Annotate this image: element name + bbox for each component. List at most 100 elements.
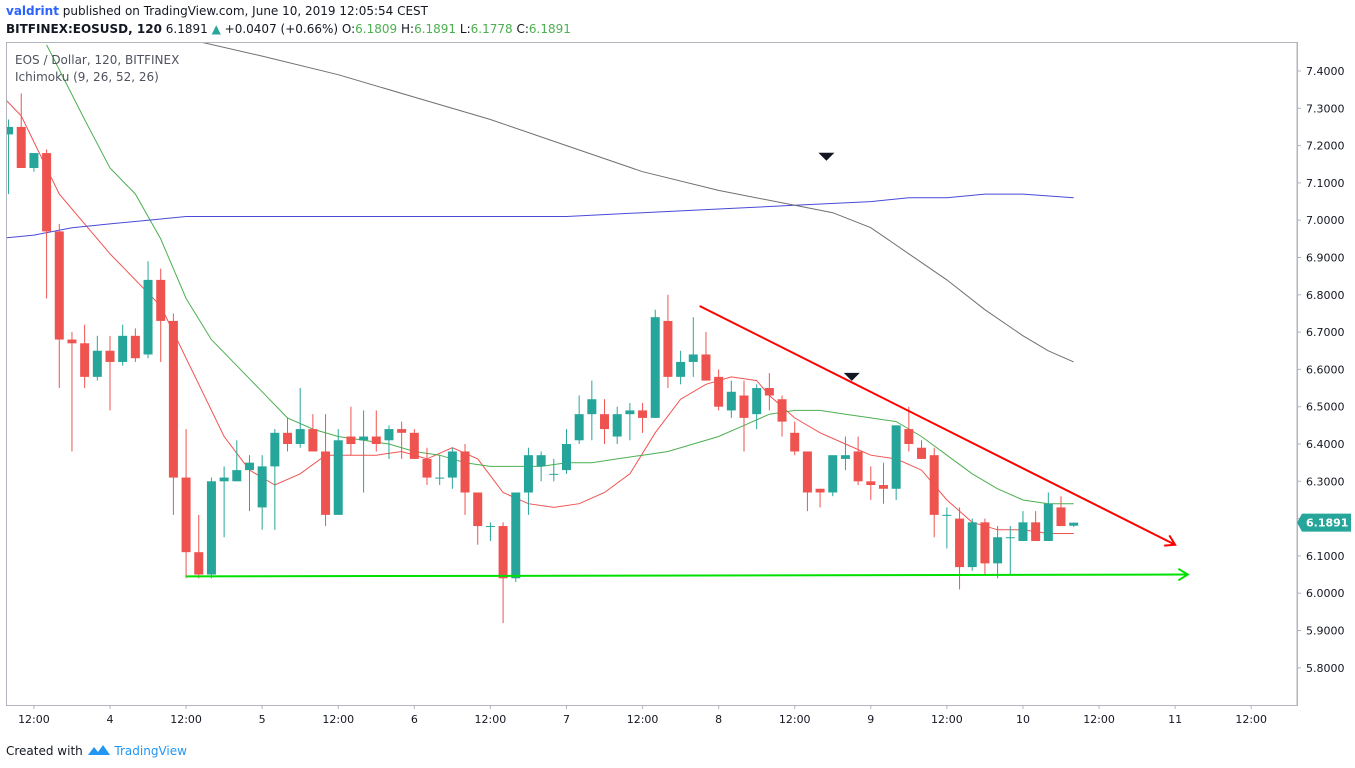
x-tick-label: 12:00: [1235, 713, 1267, 726]
candle-body: [1031, 522, 1041, 541]
candle-body: [942, 514, 952, 516]
last-price-tag: [1297, 513, 1351, 532]
candle-body: [384, 429, 394, 441]
candle-body: [815, 488, 825, 493]
x-tick-label: 12:00: [779, 713, 811, 726]
y-tick-label: 6.7000: [1306, 326, 1345, 339]
candle-body: [993, 537, 1003, 564]
candle-body: [840, 455, 850, 459]
publication-line: valdrint published on TradingView.com, J…: [6, 4, 428, 18]
support-line-arrow-icon: [1177, 567, 1190, 582]
candle-body: [676, 361, 686, 377]
candle-body: [359, 436, 369, 441]
footer: Created with TradingView: [6, 743, 187, 758]
low-value: 6.1778: [470, 22, 513, 36]
candle-body: [917, 447, 927, 459]
candle-body: [156, 279, 166, 321]
open-value: 6.1809: [355, 22, 398, 36]
candle-body: [777, 399, 787, 422]
candle-body: [321, 451, 331, 515]
candle-body: [891, 425, 901, 489]
candle-body: [346, 436, 356, 444]
y-tick-label: 6.1000: [1306, 550, 1345, 563]
y-tick-label: 5.8000: [1306, 662, 1345, 675]
candle-body: [701, 354, 711, 381]
x-tick-label: 12:00: [475, 713, 507, 726]
candle-body: [118, 335, 128, 362]
candle-body: [549, 473, 559, 475]
legend-indicator[interactable]: Ichimoku (9, 26, 52, 26): [15, 70, 159, 84]
x-tick-label: 11: [1168, 713, 1182, 726]
resistance-trendline: [699, 305, 1176, 546]
candle-body: [16, 126, 26, 168]
symbol-label: BITFINEX:EOSUSD, 120: [6, 22, 162, 36]
candle-body: [219, 477, 229, 482]
candle-body: [726, 391, 736, 411]
candle-body: [333, 440, 343, 515]
candle-body: [523, 455, 533, 493]
candle-body: [967, 522, 977, 568]
candle-body: [980, 522, 990, 564]
y-tick-label: 6.4000: [1306, 438, 1345, 451]
close-label: C:: [516, 22, 529, 36]
candle-body: [257, 466, 267, 508]
candle-body: [878, 485, 888, 489]
candle-body: [498, 526, 508, 579]
candle-body: [1018, 522, 1028, 541]
created-with-text: Created with: [6, 744, 83, 758]
open-label: O:: [341, 22, 356, 36]
x-tick-label: 10: [1016, 713, 1030, 726]
candle-body: [42, 153, 52, 232]
candle-body: [561, 444, 571, 471]
support-line: [186, 573, 1188, 578]
candle-body: [206, 481, 216, 575]
candle-body: [1056, 507, 1066, 527]
tradingview-brand[interactable]: TradingView: [114, 744, 187, 758]
y-tick-label: 7.1000: [1306, 177, 1345, 190]
chart-legend: EOS / Dollar, 120, BITFINEX Ichimoku (9,…: [15, 52, 179, 86]
x-tick-label: 12:00: [1083, 713, 1115, 726]
candle-body: [638, 410, 648, 418]
candle-body: [232, 470, 242, 482]
y-tick-label: 6.5000: [1306, 401, 1345, 414]
down-arrow-marker-icon: [843, 372, 860, 381]
tradingview-logo-icon: [87, 745, 110, 755]
candle-body: [764, 388, 774, 396]
candle-body: [790, 432, 800, 452]
candle-body: [447, 451, 457, 478]
y-tick-label: 6.0000: [1306, 587, 1345, 600]
candle-body: [80, 343, 90, 377]
last-price: 6.1891: [165, 22, 208, 36]
candle-body: [587, 399, 597, 415]
candle-body: [955, 518, 965, 568]
high-value: 6.1891: [414, 22, 457, 36]
candle-body: [130, 335, 140, 359]
candle-body: [904, 429, 914, 444]
y-tick-label: 6.8000: [1306, 289, 1345, 302]
candle-body: [752, 388, 762, 415]
candle-body: [460, 451, 470, 493]
legend-title: EOS / Dollar, 120, BITFINEX: [15, 53, 180, 67]
candle-body: [1005, 537, 1015, 539]
author-link[interactable]: valdrint: [6, 4, 59, 18]
candle-body: [283, 432, 293, 444]
candle-body: [802, 451, 812, 493]
candle-body: [600, 414, 610, 430]
y-tick-label: 7.4000: [1306, 65, 1345, 78]
candle-body: [181, 477, 191, 553]
x-tick-label: 8: [715, 713, 722, 726]
x-tick-label: 4: [107, 713, 114, 726]
resistance-trendline-arrow-icon: [1164, 534, 1177, 547]
y-tick-label: 5.9000: [1306, 625, 1345, 638]
x-tick-label: 12:00: [931, 713, 963, 726]
candle-body: [663, 320, 673, 377]
candle-body: [625, 410, 635, 415]
candle-body: [714, 376, 724, 407]
candle-body: [866, 481, 876, 486]
candle-body: [435, 477, 445, 479]
candle-body: [828, 455, 838, 493]
candle-body: [1043, 503, 1053, 541]
candle-body: [536, 455, 546, 467]
y-tick-label: 6.3000: [1306, 475, 1345, 488]
